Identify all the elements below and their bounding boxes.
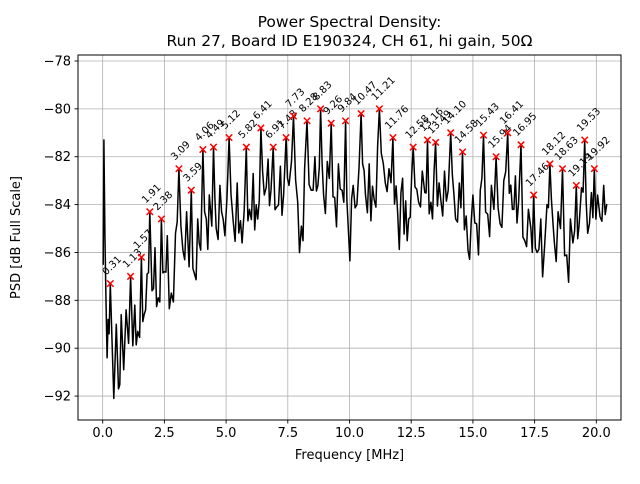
peak-frequency-label: 19.92 bbox=[585, 135, 613, 163]
peak-frequency-label: 5.82 bbox=[237, 118, 261, 142]
peak-frequency-label: 11.76 bbox=[383, 104, 411, 132]
peak-marker-x bbox=[389, 133, 397, 142]
x-tick-label: 5.0 bbox=[216, 426, 237, 441]
peak-frequency-label: 3.09 bbox=[169, 139, 193, 163]
peak-marker-x bbox=[580, 136, 589, 144]
peak-marker-x bbox=[517, 141, 525, 149]
peak-marker-x bbox=[492, 152, 500, 161]
peak-marker-x bbox=[375, 105, 384, 113]
peak-marker-x bbox=[199, 145, 207, 154]
x-tick-label: 10.0 bbox=[335, 426, 364, 441]
peak-marker-x bbox=[269, 143, 277, 151]
y-tick-label: −92 bbox=[44, 390, 71, 405]
y-axis-label: PSD [dB Full Scale] bbox=[9, 176, 24, 299]
axes-layer: 0.0 2.5 5.0 7.5 10.0 12.5 15.0 17.5 20.0 −78 −80 −8… bbox=[44, 54, 622, 441]
peak-marker-x bbox=[423, 136, 432, 144]
peak-marker-x bbox=[431, 138, 440, 147]
peak-marker-x bbox=[316, 105, 325, 113]
peak-marker-x bbox=[357, 109, 365, 118]
peak-frequency-label: 1.57 bbox=[132, 228, 156, 252]
peak-frequency-label: 15.94 bbox=[486, 123, 514, 151]
y-tick-label: −90 bbox=[44, 342, 71, 357]
peak-marker-x bbox=[106, 279, 115, 288]
y-tick-label: −80 bbox=[44, 102, 71, 117]
peak-marker-x bbox=[558, 164, 567, 173]
peak-marker-x bbox=[479, 131, 488, 139]
psd-trace bbox=[102, 108, 608, 400]
chart-title-line1: Power Spectral Density: bbox=[258, 13, 442, 31]
x-axis-label: Frequency [MHz] bbox=[295, 448, 404, 463]
peak-marker-x bbox=[257, 124, 265, 132]
peak-marker-x bbox=[209, 143, 218, 151]
peak-frequency-label: 0.31 bbox=[101, 254, 125, 278]
y-tick-label: −86 bbox=[44, 246, 71, 261]
peak-frequency-label: 7.43 bbox=[276, 108, 300, 132]
chart-title-line2: Run 27, Board ID E190324, CH 61, hi gain… bbox=[167, 32, 533, 50]
peak-marker-x bbox=[126, 272, 135, 281]
peak-marker-x bbox=[446, 129, 455, 137]
peak-marker-x bbox=[327, 119, 335, 127]
peak-marker-x bbox=[242, 143, 251, 151]
peak-marker-x bbox=[341, 117, 350, 125]
peak-marker-x bbox=[458, 148, 467, 156]
peak-marker-x bbox=[503, 129, 512, 137]
y-tick-label: −88 bbox=[44, 294, 71, 309]
peak-marker-x bbox=[225, 133, 233, 142]
peak-marker-x bbox=[409, 143, 417, 151]
peak-frequency-label: 15.43 bbox=[474, 101, 502, 129]
x-tick-label: 17.5 bbox=[520, 426, 549, 441]
peak-frequency-label: 5.12 bbox=[219, 108, 243, 132]
peak-marker-x bbox=[146, 208, 154, 216]
data-layer: 0.311.131.571.912.383.093.594.064.495.12… bbox=[101, 75, 613, 400]
x-tick-label: 7.5 bbox=[277, 426, 298, 441]
x-tick-label: 2.5 bbox=[154, 426, 175, 441]
peak-marker-x bbox=[137, 253, 146, 261]
peak-frequency-label: 19.53 bbox=[575, 106, 603, 134]
peak-marker-x bbox=[289, 112, 298, 120]
peak-marker-x bbox=[175, 164, 183, 173]
x-tick-label: 15.0 bbox=[458, 426, 487, 441]
peak-marker-x bbox=[572, 181, 581, 190]
y-tick-label: −82 bbox=[44, 150, 71, 165]
y-tick-label: −84 bbox=[44, 198, 71, 213]
y-tick-label: −78 bbox=[44, 54, 71, 69]
x-tick-label: 12.5 bbox=[397, 426, 426, 441]
x-tick-label: 20.0 bbox=[582, 426, 611, 441]
peak-marker-x bbox=[187, 186, 196, 194]
peak-marker-x bbox=[590, 164, 599, 173]
peak-marker-x bbox=[157, 215, 166, 223]
peak-marker-x bbox=[546, 160, 554, 168]
peak-frequency-label: 6.41 bbox=[251, 99, 275, 123]
x-tick-label: 0.0 bbox=[92, 426, 113, 441]
peak-marker-x bbox=[529, 191, 538, 199]
peak-marker-x bbox=[282, 133, 290, 142]
peak-marker-x bbox=[303, 117, 311, 125]
